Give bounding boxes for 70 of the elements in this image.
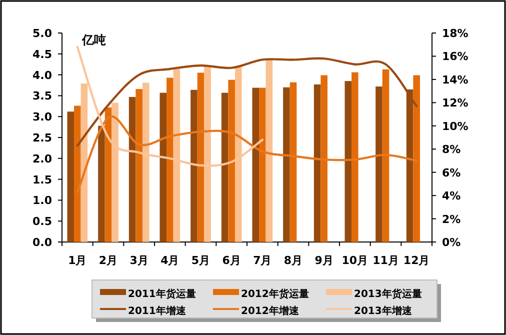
x-tick-label: 3月 [130,254,148,267]
y2-tick-label: 16% [442,50,468,64]
bar [290,82,297,242]
bar [136,89,142,242]
y-tick-label: 0.0 [32,236,52,249]
y-tick-label: 3.0 [32,110,52,124]
y2-tick-label: 10% [442,120,468,133]
bar [406,89,414,242]
bar [382,69,390,242]
legend-label: 2013年货运量 [354,288,422,300]
x-tick-label: 10月 [342,254,368,267]
x-tick-label: 2月 [98,254,118,267]
bar [413,75,420,242]
bar [352,72,358,242]
x-tick-label: 11月 [372,254,399,267]
bar [320,75,328,242]
y-tick-label: 2.5 [32,132,52,144]
y-tick-label: 3.5 [32,90,52,103]
x-tick-label: 12月 [403,254,430,267]
legend-label: 2012年增速 [241,305,300,317]
bar [266,60,273,242]
bar [376,86,382,242]
bar [98,126,105,242]
bar [259,88,266,242]
bar [67,112,74,242]
bar [344,81,352,242]
x-tick-label: 9月 [314,254,334,267]
bar [74,106,81,242]
x-tick-label: 1月 [68,254,87,267]
legend-label: 2011年增速 [128,305,187,317]
bar [160,92,167,242]
y-tick-label: 1.0 [32,194,52,208]
bar [173,68,180,242]
y-tick-label: 5.0 [32,27,52,40]
y2-tick-label: 14% [442,73,468,86]
legend-label: 2013年增速 [354,305,413,317]
legend-label: 2012年货运量 [241,288,309,300]
bar [128,96,136,242]
bar [142,82,150,242]
bar [112,102,118,242]
x-tick-label: 6月 [222,254,241,267]
y2-tick-label: 18% [442,27,468,40]
y-axis-title: 亿吨 [81,33,106,47]
legend-label: 2011年货运量 [128,288,196,300]
x-tick-label: 4月 [160,254,180,267]
y-tick-label: 0.5 [32,215,52,228]
bar [166,78,174,242]
x-tick-label: 8月 [284,254,303,267]
bar [221,92,228,242]
bar [104,107,112,242]
bar [283,87,290,242]
y-tick-label: 1.5 [32,173,52,186]
y2-tick-label: 8% [442,143,461,156]
y-tick-label: 4.5 [32,48,52,61]
y2-tick-label: 4% [442,190,461,203]
y2-tick-label: 0% [442,236,461,249]
bar [314,84,321,242]
bar [252,88,260,242]
bar [234,66,242,242]
bar [197,72,204,242]
bar [204,66,211,242]
y-tick-label: 2.0 [32,152,52,166]
bar [190,90,198,242]
y2-tick-label: 6% [442,166,461,180]
bar [228,80,235,242]
x-tick-label: 7月 [253,254,272,267]
x-tick-label: 5月 [191,254,210,267]
y2-tick-label: 2% [442,212,461,226]
y-tick-label: 4.0 [32,68,52,82]
y2-tick-label: 12% [442,96,468,110]
